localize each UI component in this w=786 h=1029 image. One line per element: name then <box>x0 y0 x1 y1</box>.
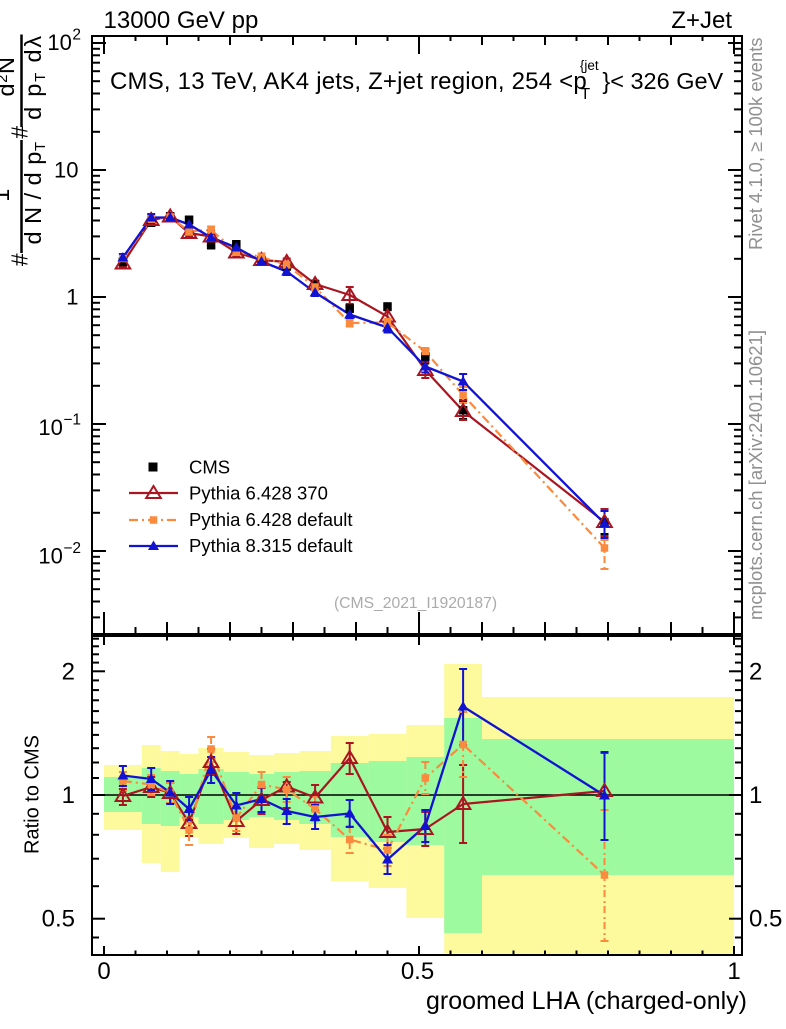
svg-text:}< 326 GeV: }< 326 GeV <box>602 68 723 94</box>
svg-text:(CMS_2021_I1920187): (CMS_2021_I1920187) <box>334 595 497 612</box>
svg-text:Z+Jet: Z+Jet <box>671 7 732 34</box>
svg-text:10: 10 <box>38 415 62 440</box>
svg-text:0.5: 0.5 <box>749 906 782 933</box>
svg-text:0.5: 0.5 <box>42 906 75 933</box>
svg-text:1: 1 <box>749 782 762 809</box>
svg-text:2: 2 <box>62 658 75 685</box>
svg-text:Pythia 6.428 370: Pythia 6.428 370 <box>189 483 328 504</box>
svg-text:Pythia 8.315 default: Pythia 8.315 default <box>189 535 353 556</box>
svg-text:groomed LHA (charged-only): groomed LHA (charged-only) <box>426 987 747 1015</box>
svg-text:−2: −2 <box>63 540 81 557</box>
svg-text:0.5: 0.5 <box>401 958 434 985</box>
svg-text:0: 0 <box>97 958 110 985</box>
svg-text:d N / d pT: d N / d pT <box>20 142 49 245</box>
svg-text:10: 10 <box>54 158 78 183</box>
svg-text:1: 1 <box>62 782 75 809</box>
svg-text:{jet: {jet <box>580 58 599 73</box>
svg-text:Pythia 6.428 default: Pythia 6.428 default <box>189 509 353 530</box>
svg-text:CMS: CMS <box>189 457 230 478</box>
svg-text:10: 10 <box>38 544 62 569</box>
svg-text:13000 GeV pp: 13000 GeV pp <box>104 7 259 34</box>
svg-text:mcplots.cern.ch [arXiv:2401.10: mcplots.cern.ch [arXiv:2401.10621] <box>745 330 766 620</box>
svg-text:d2N: d2N <box>0 57 19 97</box>
svg-text:−1: −1 <box>63 412 81 429</box>
svg-text:#: # <box>7 125 33 138</box>
svg-text:Rivet 4.1.0, ≥ 100k events: Rivet 4.1.0, ≥ 100k events <box>745 37 766 250</box>
svg-text:1: 1 <box>727 958 740 985</box>
svg-text:Ratio to CMS: Ratio to CMS <box>22 735 44 854</box>
svg-text:2: 2 <box>749 658 762 685</box>
svg-text:CMS, 13 TeV, AK4 jets, Z+jet r: CMS, 13 TeV, AK4 jets, Z+jet region, 254… <box>110 68 587 95</box>
svg-text:2: 2 <box>72 27 81 44</box>
svg-text:d pT dλ: d pT dλ <box>20 34 49 120</box>
svg-text:T: T <box>580 86 590 103</box>
svg-text:1: 1 <box>66 285 78 310</box>
svg-text:#: # <box>7 253 33 266</box>
svg-text:1: 1 <box>0 188 14 202</box>
svg-text:10: 10 <box>47 30 71 55</box>
